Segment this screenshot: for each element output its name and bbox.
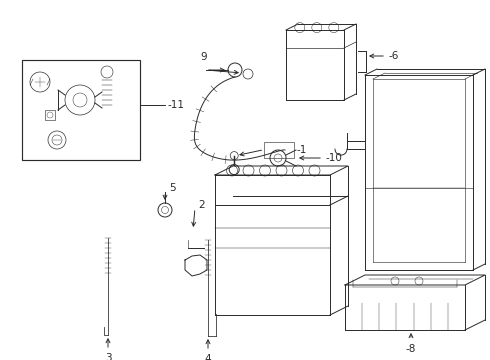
Text: -8: -8 <box>406 344 416 354</box>
Bar <box>45 110 55 120</box>
Bar <box>264 141 294 158</box>
Bar <box>22 60 140 160</box>
Text: 3: 3 <box>105 353 111 360</box>
Text: -1: -1 <box>296 145 307 154</box>
Text: -10: -10 <box>325 153 342 163</box>
Text: -6: -6 <box>388 51 398 61</box>
Text: 4: 4 <box>205 354 211 360</box>
Text: -11: -11 <box>167 100 184 110</box>
Text: 5: 5 <box>169 183 175 193</box>
Text: 2: 2 <box>198 200 205 210</box>
Text: 9: 9 <box>201 52 207 62</box>
